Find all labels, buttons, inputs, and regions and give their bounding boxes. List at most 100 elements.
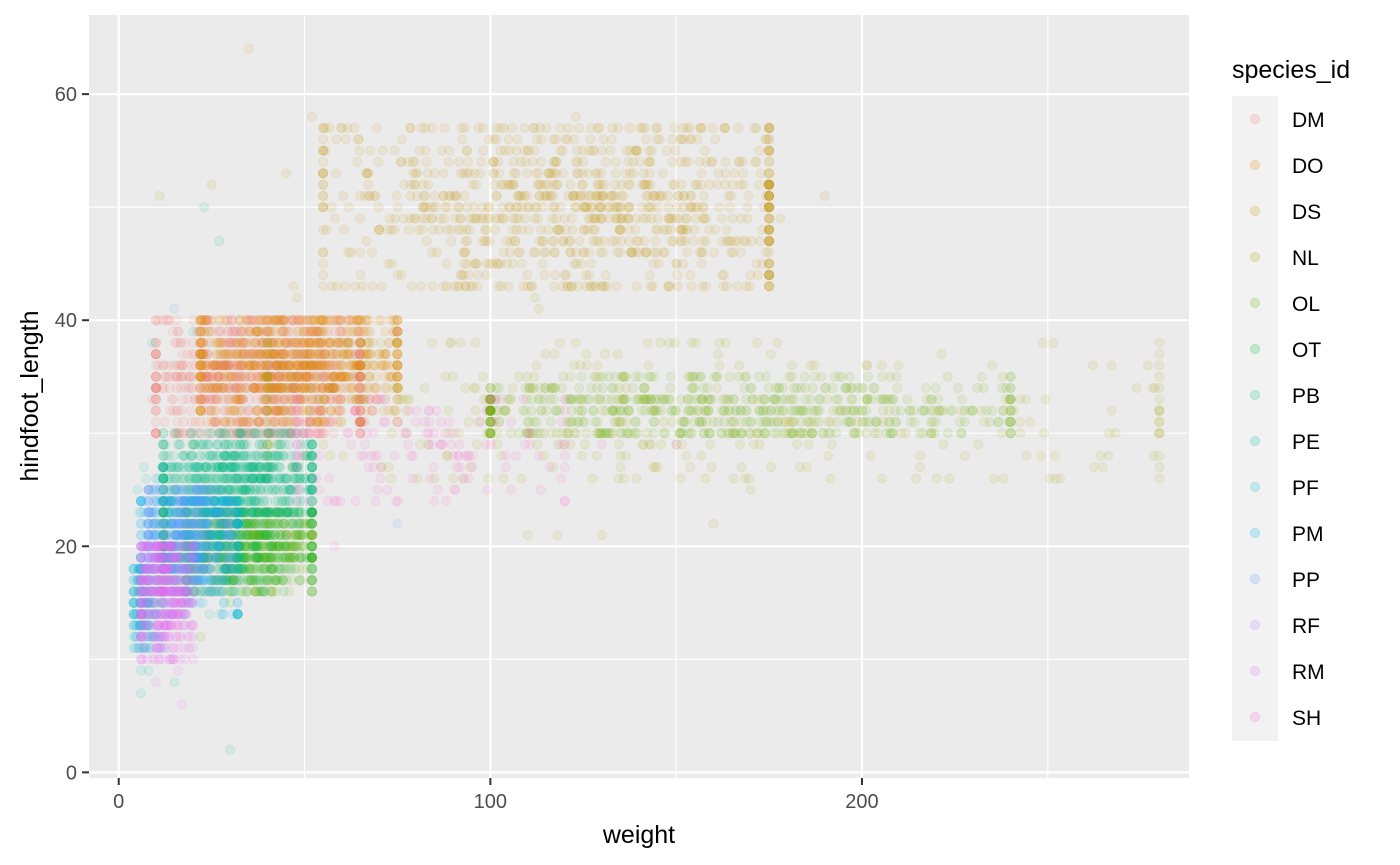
data-point — [305, 337, 316, 348]
data-point — [933, 405, 944, 416]
data-point — [507, 122, 518, 134]
data-point — [720, 337, 731, 348]
data-point — [172, 371, 183, 382]
data-point — [742, 202, 753, 213]
data-point — [539, 269, 550, 281]
data-point — [551, 428, 563, 439]
data-point — [1014, 416, 1025, 427]
data-point — [150, 349, 161, 360]
data-point — [764, 213, 775, 224]
data-point — [652, 224, 663, 235]
data-point — [1005, 371, 1016, 382]
data-point — [194, 349, 205, 360]
data-point — [591, 236, 602, 247]
data-point — [265, 337, 276, 348]
data-point — [318, 439, 329, 450]
data-point — [195, 337, 206, 348]
data-point — [700, 405, 711, 416]
data-point — [1154, 371, 1165, 382]
data-point — [746, 382, 757, 394]
data-point — [764, 145, 775, 156]
data-point — [262, 405, 273, 416]
data-point — [360, 315, 371, 326]
data-point — [392, 202, 403, 213]
data-point — [438, 281, 449, 292]
data-point — [743, 190, 754, 201]
data-point — [297, 315, 308, 326]
data-point — [677, 224, 688, 235]
data-point — [959, 405, 970, 416]
data-point — [158, 360, 169, 371]
data-point — [288, 281, 299, 292]
data-point — [574, 236, 585, 247]
data-point — [485, 382, 496, 394]
data-point — [343, 315, 354, 326]
data-point — [355, 371, 366, 382]
data-point — [271, 405, 282, 416]
data-point — [721, 224, 732, 235]
data-point — [248, 541, 259, 552]
data-point — [581, 360, 593, 371]
data-point — [632, 428, 643, 439]
data-point — [419, 202, 430, 213]
data-point — [984, 416, 995, 427]
data-point — [696, 247, 707, 258]
data-point — [212, 371, 223, 382]
data-point — [150, 349, 161, 360]
data-point — [485, 428, 496, 439]
data-point — [234, 326, 246, 337]
data-point — [363, 371, 374, 382]
data-point — [736, 428, 747, 439]
data-point — [380, 326, 391, 337]
data-point — [243, 43, 254, 55]
data-point — [459, 247, 470, 258]
data-point — [622, 202, 634, 213]
data-point — [263, 326, 274, 337]
data-point — [420, 145, 431, 156]
data-point — [521, 269, 533, 281]
data-point — [613, 439, 624, 450]
data-point — [324, 382, 335, 394]
data-point — [261, 337, 272, 348]
data-point — [199, 394, 210, 405]
data-point — [298, 360, 309, 371]
data-point — [936, 349, 947, 360]
data-point — [173, 326, 184, 337]
data-point — [667, 179, 678, 190]
data-point — [306, 552, 318, 563]
data-point — [675, 156, 687, 167]
data-point — [290, 371, 301, 382]
data-point — [640, 247, 652, 258]
data-point — [655, 337, 666, 348]
data-point — [624, 236, 635, 247]
data-point — [738, 179, 749, 190]
data-point — [583, 168, 594, 179]
data-point — [579, 247, 590, 258]
data-point — [286, 337, 297, 348]
data-point — [947, 405, 958, 416]
data-point — [339, 224, 350, 235]
data-point — [236, 360, 247, 371]
data-point — [765, 462, 777, 473]
data-point — [607, 405, 619, 416]
data-point — [386, 428, 397, 439]
data-point — [237, 416, 248, 427]
data-point — [185, 428, 196, 439]
data-point — [857, 382, 869, 394]
data-point — [882, 394, 893, 405]
data-point — [543, 224, 554, 235]
data-point — [195, 382, 206, 394]
data-point — [724, 371, 735, 382]
data-point — [548, 236, 560, 247]
data-point — [272, 552, 283, 563]
data-point — [195, 428, 206, 439]
data-point — [177, 349, 188, 360]
data-point — [318, 168, 329, 179]
data-point — [264, 371, 276, 382]
data-point — [472, 269, 483, 281]
data-point — [318, 134, 329, 145]
data-point — [615, 450, 626, 461]
data-point — [422, 168, 433, 179]
data-point — [169, 428, 180, 439]
data-point — [957, 394, 968, 405]
